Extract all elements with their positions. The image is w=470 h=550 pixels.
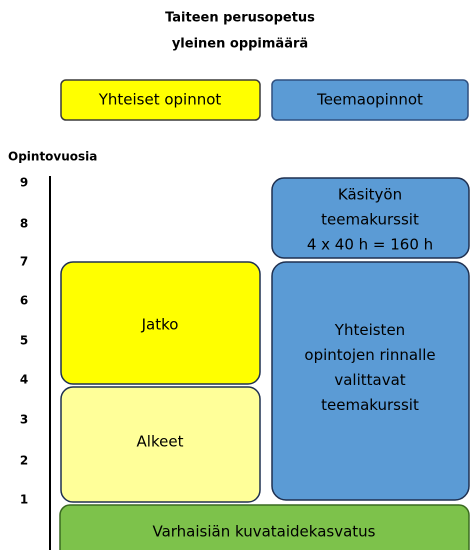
legend-label: Yhteiset opinnot	[98, 91, 222, 109]
tick-label: 6	[20, 294, 28, 308]
tick-label: 2	[20, 454, 28, 468]
box	[271, 177, 470, 259]
legend-label: Teemaopinnot	[316, 91, 423, 109]
legend-swatch	[60, 79, 261, 121]
box	[59, 504, 470, 550]
box-text: Jatko	[141, 316, 179, 334]
tick-label: 1	[20, 493, 28, 507]
box-text: teemakurssit	[321, 396, 419, 414]
box	[271, 261, 470, 501]
tick-label: 5	[20, 334, 28, 348]
tick-label: 9	[20, 176, 28, 190]
box-texts: Käsityön teemakurssit 4 x 40 h = 160 h Jatk…	[137, 186, 436, 541]
legend-swatch	[271, 79, 469, 121]
box-text: opintojen rinnalle	[304, 346, 435, 364]
tick-label: 4	[20, 373, 28, 387]
box-text: 4 x 40 h = 160 h	[307, 236, 433, 254]
ticks: 9 8 7 6 5 4 3 2 1	[20, 176, 28, 507]
box-text: Varhaisiän kuvataidekasvatus	[152, 523, 375, 541]
tick-label: 8	[20, 217, 28, 231]
box	[60, 261, 261, 385]
box-text: teemakurssit	[321, 211, 419, 229]
title: yleinen oppimäärä	[172, 37, 308, 52]
box	[60, 386, 261, 503]
axis-label: Opintovuosia	[8, 150, 97, 164]
tick-label: 3	[20, 413, 28, 427]
box-text: valittavat	[334, 371, 405, 389]
tick-label: 7	[20, 255, 28, 269]
title: Taiteen perusopetus	[165, 11, 315, 26]
box-text: Käsityön	[338, 186, 402, 204]
box-text: Alkeet	[137, 433, 184, 451]
box-text: Yhteisten	[334, 321, 405, 339]
